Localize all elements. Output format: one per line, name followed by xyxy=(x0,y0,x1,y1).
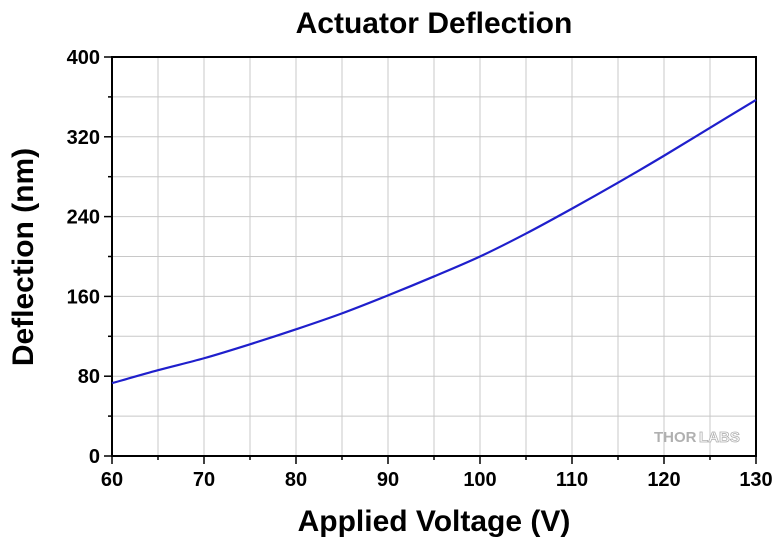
grid xyxy=(112,57,756,456)
y-tick-label: 240 xyxy=(67,207,100,229)
major-ticks xyxy=(104,56,757,464)
chart-title: Actuator Deflection xyxy=(296,7,573,40)
x-tick-label: 120 xyxy=(647,469,680,491)
series-line xyxy=(111,98,757,385)
series-layer xyxy=(111,98,757,385)
logo-part1: THOR xyxy=(654,429,697,446)
x-tick-labels: 60 70 80 90 100 110 120 130 xyxy=(101,469,773,491)
y-tick-label: 0 xyxy=(89,446,100,468)
plot-frame xyxy=(111,56,757,457)
minor-ticks xyxy=(108,96,711,460)
x-tick-label: 80 xyxy=(285,469,307,491)
x-tick-label: 60 xyxy=(101,469,123,491)
y-tick-label: 400 xyxy=(67,47,100,69)
thorlabs-logo: THOR LABS xyxy=(654,429,740,447)
y-tick-label: 80 xyxy=(78,366,100,388)
x-tick-label: 110 xyxy=(556,469,588,491)
y-tick-label: 320 xyxy=(67,127,100,149)
x-tick-label: 70 xyxy=(193,469,215,491)
x-axis-title: Applied Voltage (V) xyxy=(298,505,571,538)
y-tick-label: 160 xyxy=(67,286,100,308)
x-tick-label: 130 xyxy=(739,469,772,491)
x-tick-label: 100 xyxy=(463,469,496,491)
x-tick-label: 90 xyxy=(377,469,399,491)
y-tick-labels: 0 80 160 240 320 400 xyxy=(67,47,100,468)
logo-part2: LABS xyxy=(699,429,740,446)
y-axis-title: Deflection (nm) xyxy=(7,148,40,366)
